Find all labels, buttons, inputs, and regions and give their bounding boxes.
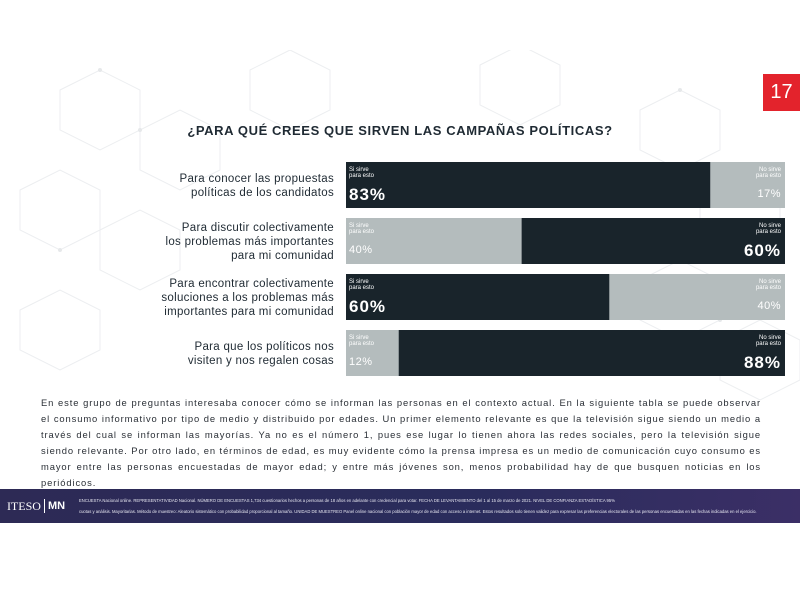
page-number-badge: 17 [763,74,800,111]
bar-no-sirve [710,162,785,208]
segment-series-label: No sirve [759,223,782,229]
segment-series-label: para esto [349,341,375,347]
category-label: Para que los políticos nos [195,341,335,353]
segment-series-label: para esto [349,229,375,235]
segment-series-label: No sirve [759,335,782,341]
segment-series-label: para esto [349,285,375,291]
category-label: los problemas más importantes [166,236,335,248]
chart-title: ¿PARA QUÉ CREES QUE SIRVEN LAS CAMPAÑAS … [187,123,613,138]
category-label: importantes para mi comunidad [164,306,334,318]
segment-series-label: para esto [756,285,782,291]
footer-methodology-line-1: ENCUESTA Nacional online. REPRESENTATIVI… [79,498,615,503]
segment-series-label: No sirve [759,167,782,173]
bar-no-sirve [609,274,785,320]
hexagon-background-pattern [19,50,800,401]
bar-si-sirve [346,218,522,264]
iteso-mn-logo: ITESO MN [0,489,72,523]
segment-series-label: Si sirve [349,223,369,229]
data-label-si-sirve: 12% [349,356,373,368]
bar-si-sirve [346,162,711,208]
data-label-no-sirve: 17% [757,188,781,200]
data-label-no-sirve: 40% [757,300,781,312]
category-label: visiten y nos regalen cosas [188,355,334,367]
segment-series-label: No sirve [759,279,782,285]
category-label: Para encontrar colectivamente [169,278,334,290]
bar-no-sirve [521,218,785,264]
segment-series-label: para esto [756,229,782,235]
category-label: Para discutir colectivamente [182,222,334,234]
data-label-si-sirve: 60% [349,297,386,316]
data-label-no-sirve: 60% [744,241,781,260]
logo-iteso: ITESO [6,498,41,513]
bar-si-sirve [346,274,610,320]
category-label: soluciones a los problemas más [161,292,334,304]
footer-bar: ITESO MN ENCUESTA Nacional online. REPRE… [0,489,800,523]
segment-series-label: Si sirve [349,279,369,285]
category-label: políticas de los candidatos [191,187,334,199]
segment-series-label: para esto [756,173,782,179]
footer-methodology-line-2: cuotas y análisis. Mayoritarias. Método … [79,509,757,514]
body-paragraph: En este grupo de preguntas interesaba co… [41,397,761,488]
data-label-si-sirve: 83% [349,185,386,204]
logo-mn: MN [47,500,66,512]
category-label: para mi comunidad [231,250,334,262]
slide: 17 ¿PARA QUÉ CREES QUE SIRVEN LAS CAMPAÑ… [0,50,800,523]
stacked-bar-chart: Para conocer las propuestas políticas de … [161,162,785,376]
data-label-no-sirve: 88% [744,353,781,372]
segment-series-label: para esto [349,173,375,179]
bar-no-sirve [398,330,785,376]
data-label-si-sirve: 40% [349,244,373,256]
category-label: Para conocer las propuestas [180,173,335,185]
bar-si-sirve [346,330,399,376]
segment-series-label: Si sirve [349,167,369,173]
segment-series-label: Si sirve [349,335,369,341]
segment-series-label: para esto [756,341,782,347]
